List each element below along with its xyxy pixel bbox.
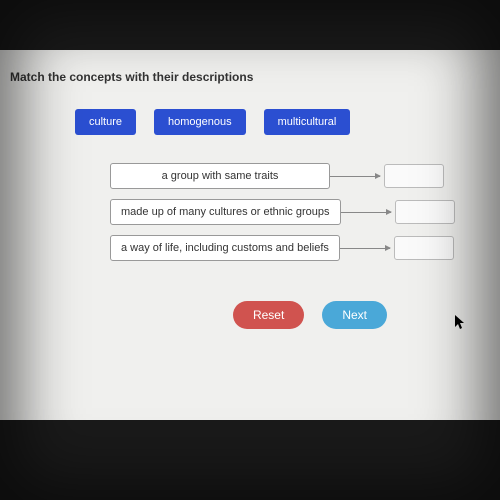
reset-button[interactable]: Reset: [233, 301, 304, 329]
instruction-text: Match the concepts with their descriptio…: [10, 70, 490, 84]
arrow-icon: [340, 248, 390, 249]
match-row: made up of many cultures or ethnic group…: [110, 199, 490, 225]
arrow-icon: [341, 212, 391, 213]
description-box: a group with same traits: [110, 163, 330, 189]
drop-slot[interactable]: [394, 236, 454, 260]
app-screen: Match the concepts with their descriptio…: [0, 50, 500, 420]
drop-slot[interactable]: [395, 200, 455, 224]
match-row: a group with same traits: [110, 163, 490, 189]
match-row: a way of life, including customs and bel…: [110, 235, 490, 261]
next-button[interactable]: Next: [322, 301, 387, 329]
tag-culture[interactable]: culture: [75, 109, 136, 135]
draggable-tags-row: culture homogenous multicultural: [75, 109, 490, 135]
description-box: made up of many cultures or ethnic group…: [110, 199, 341, 225]
drop-slot[interactable]: [384, 164, 444, 188]
match-rows: a group with same traits made up of many…: [110, 163, 490, 261]
description-box: a way of life, including customs and bel…: [110, 235, 340, 261]
arrow-icon: [330, 176, 380, 177]
tag-multicultural[interactable]: multicultural: [264, 109, 351, 135]
tag-homogenous[interactable]: homogenous: [154, 109, 246, 135]
controls-row: Reset Next: [130, 301, 490, 329]
